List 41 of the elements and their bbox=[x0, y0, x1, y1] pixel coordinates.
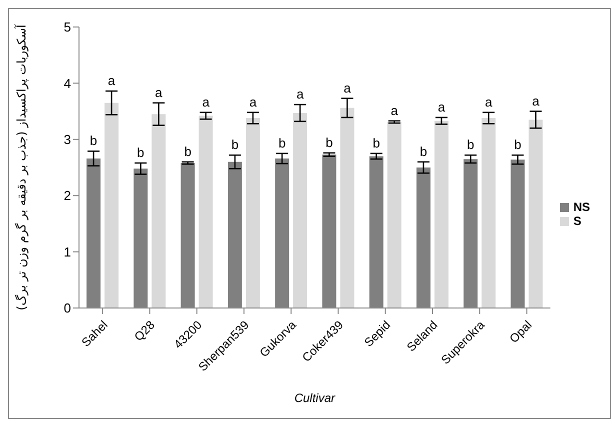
data-label: b bbox=[466, 137, 474, 152]
legend-label: S bbox=[573, 214, 582, 228]
data-label: a bbox=[344, 80, 352, 96]
data-label: a bbox=[108, 73, 116, 88]
data-label: b bbox=[372, 135, 380, 150]
data-label: a bbox=[296, 86, 304, 102]
y-tick-label: 3 bbox=[64, 132, 71, 148]
y-tick-label: 2 bbox=[64, 188, 71, 204]
data-label: a bbox=[202, 94, 210, 110]
data-label: b bbox=[184, 144, 192, 159]
data-label: b bbox=[90, 133, 98, 148]
bar bbox=[340, 108, 354, 308]
data-label: a bbox=[390, 102, 399, 118]
data-label: b bbox=[514, 137, 522, 152]
bar bbox=[293, 112, 308, 308]
data-label: a bbox=[249, 94, 258, 110]
data-label: a bbox=[484, 94, 493, 110]
bar bbox=[482, 118, 496, 308]
bar bbox=[198, 116, 213, 308]
y-tick-label: 1 bbox=[64, 244, 71, 260]
bar bbox=[387, 122, 402, 308]
bar bbox=[246, 118, 260, 308]
y-axis-title: آسکوربات پراکسیداز (جذب بر دقیقه بر گرم وزن تر برگ) bbox=[13, 24, 28, 310]
y-tick-label: 5 bbox=[64, 20, 71, 35]
y-tick-label: 4 bbox=[64, 76, 71, 91]
y-tick-label: 0 bbox=[64, 300, 71, 316]
data-label: b bbox=[231, 137, 239, 152]
data-label: a bbox=[155, 84, 164, 100]
data-label: b bbox=[278, 135, 286, 150]
data-label: a bbox=[532, 93, 540, 108]
x-axis-title: Cultivar bbox=[294, 391, 336, 405]
data-label: b bbox=[326, 134, 333, 150]
data-label: b bbox=[137, 145, 144, 160]
bar bbox=[104, 102, 119, 308]
x-tick-label: Q28 bbox=[132, 318, 158, 344]
data-label: a bbox=[438, 99, 446, 114]
bar bbox=[528, 120, 543, 308]
bar bbox=[434, 120, 448, 308]
data-label: b bbox=[420, 144, 428, 159]
legend-label: NS bbox=[573, 200, 590, 214]
bar bbox=[152, 114, 166, 308]
